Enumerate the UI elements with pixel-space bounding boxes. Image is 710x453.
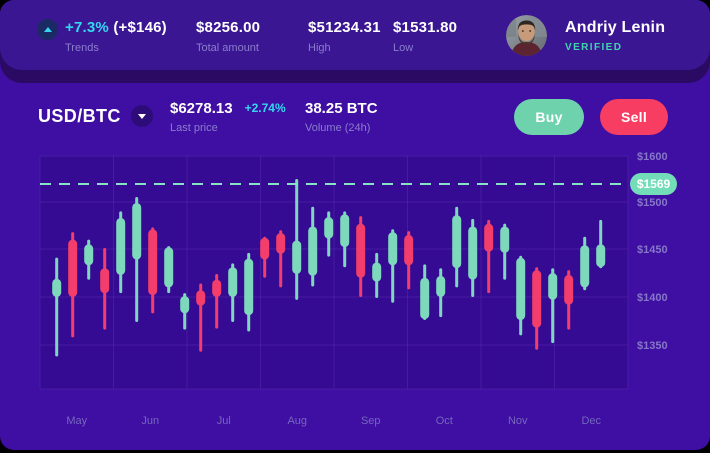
candle[interactable] [404, 231, 414, 290]
x-axis-label: Dec [581, 415, 601, 427]
x-axis-label: Oct [436, 415, 453, 427]
y-axis-label: $1350 [637, 340, 668, 352]
high-label: High [308, 42, 331, 54]
candle[interactable] [228, 263, 238, 322]
candle[interactable] [116, 211, 126, 294]
last-price-label: Last price [170, 122, 218, 134]
y-axis-label: $1500 [637, 197, 668, 209]
candle[interactable] [212, 273, 222, 329]
candle[interactable] [196, 283, 206, 352]
candle[interactable] [500, 223, 510, 280]
toolbar: USD/BTC $6278.13 +2.74% Last price 38.25 … [0, 83, 710, 139]
stat-low: $1531.80 Low [393, 19, 457, 54]
volume-value: 38.25 BTC [305, 100, 378, 117]
user-profile: Andriy Lenin VERIFIED [506, 15, 665, 56]
low-label: Low [393, 42, 414, 54]
y-axis-label: $1400 [637, 292, 668, 304]
last-price-change: +2.74% [244, 101, 286, 115]
candle[interactable] [596, 219, 606, 269]
user-name: Andriy Lenin [565, 18, 666, 36]
y-axis-label: $1600 [637, 151, 668, 163]
candle[interactable] [100, 248, 110, 330]
last-price-value: $6278.13 +2.74% [170, 100, 286, 117]
pair-dropdown-button[interactable] [130, 105, 153, 127]
x-axis-label: May [66, 415, 87, 427]
last-price-group: $6278.13 +2.74% Last price [170, 100, 286, 134]
trend-up-icon [37, 19, 58, 40]
pair-label: USD/BTC [38, 105, 121, 126]
x-axis-label: Jun [141, 415, 159, 427]
trends-change-abs: (+$146) [113, 19, 167, 36]
candle[interactable] [420, 264, 430, 321]
volume-label: Volume (24h) [305, 122, 371, 134]
candle[interactable] [180, 293, 190, 330]
avatar-image [506, 15, 547, 56]
volume-group: 38.25 BTC Volume (24h) [305, 100, 378, 134]
low-value: $1531.80 [393, 19, 458, 36]
candle[interactable] [68, 232, 78, 338]
total-amount-label: Total amount [196, 42, 259, 54]
candle[interactable] [580, 236, 590, 291]
avatar[interactable] [506, 15, 547, 56]
candle[interactable] [260, 236, 270, 278]
x-axis-label: Sep [361, 415, 381, 427]
candle[interactable] [340, 211, 350, 268]
candle[interactable] [356, 216, 366, 297]
stat-high: $51234.31 High [308, 19, 381, 54]
high-value: $51234.31 [308, 19, 381, 36]
candle[interactable] [468, 218, 478, 297]
y-axis-label: $1450 [637, 244, 668, 256]
triangle-up-glyph [43, 27, 52, 32]
x-axis-label: Aug [287, 415, 307, 427]
candle[interactable] [308, 206, 318, 287]
stat-total-amount: $8256.00 Total amount [196, 19, 260, 54]
chevron-down-icon [137, 113, 146, 119]
candle[interactable] [292, 179, 302, 300]
candle[interactable] [132, 196, 142, 322]
candle[interactable] [244, 252, 254, 332]
candle[interactable] [532, 267, 542, 350]
x-axis-label: Jul [217, 415, 231, 427]
pair-selector[interactable]: USD/BTC [38, 105, 153, 127]
candle[interactable] [564, 270, 574, 330]
trends-value: +7.3% (+$146) [65, 19, 167, 36]
user-meta: Andriy Lenin VERIFIED [565, 19, 665, 53]
trends-label: Trends [65, 42, 99, 54]
candle[interactable] [548, 268, 558, 344]
sell-button[interactable]: Sell [600, 99, 668, 135]
candle[interactable] [148, 227, 158, 314]
candle[interactable] [436, 268, 446, 318]
candle[interactable] [276, 230, 286, 288]
buy-button[interactable]: Buy [514, 99, 584, 135]
candle[interactable] [164, 246, 174, 294]
x-axis-label: Nov [508, 415, 528, 427]
header-bar: +7.3% (+$146) Trends $8256.00 Total amou… [0, 0, 710, 70]
verified-badge: VERIFIED [565, 41, 623, 53]
candle[interactable] [372, 252, 382, 298]
candle[interactable] [52, 257, 62, 357]
candle[interactable] [516, 255, 526, 336]
total-amount-value: $8256.00 [196, 19, 261, 36]
candle[interactable] [452, 206, 462, 288]
candle[interactable] [324, 211, 334, 257]
last-price-number: $6278.13 [170, 100, 233, 117]
candle[interactable] [388, 229, 398, 303]
candle[interactable] [84, 239, 94, 280]
price-alert-label: $1569 [637, 177, 671, 191]
stat-trends: +7.3% (+$146) Trends [65, 19, 167, 54]
candle[interactable] [484, 219, 494, 294]
trends-change-pct: +7.3% [65, 19, 109, 36]
price-alert-badge[interactable]: $1569 [630, 173, 677, 195]
